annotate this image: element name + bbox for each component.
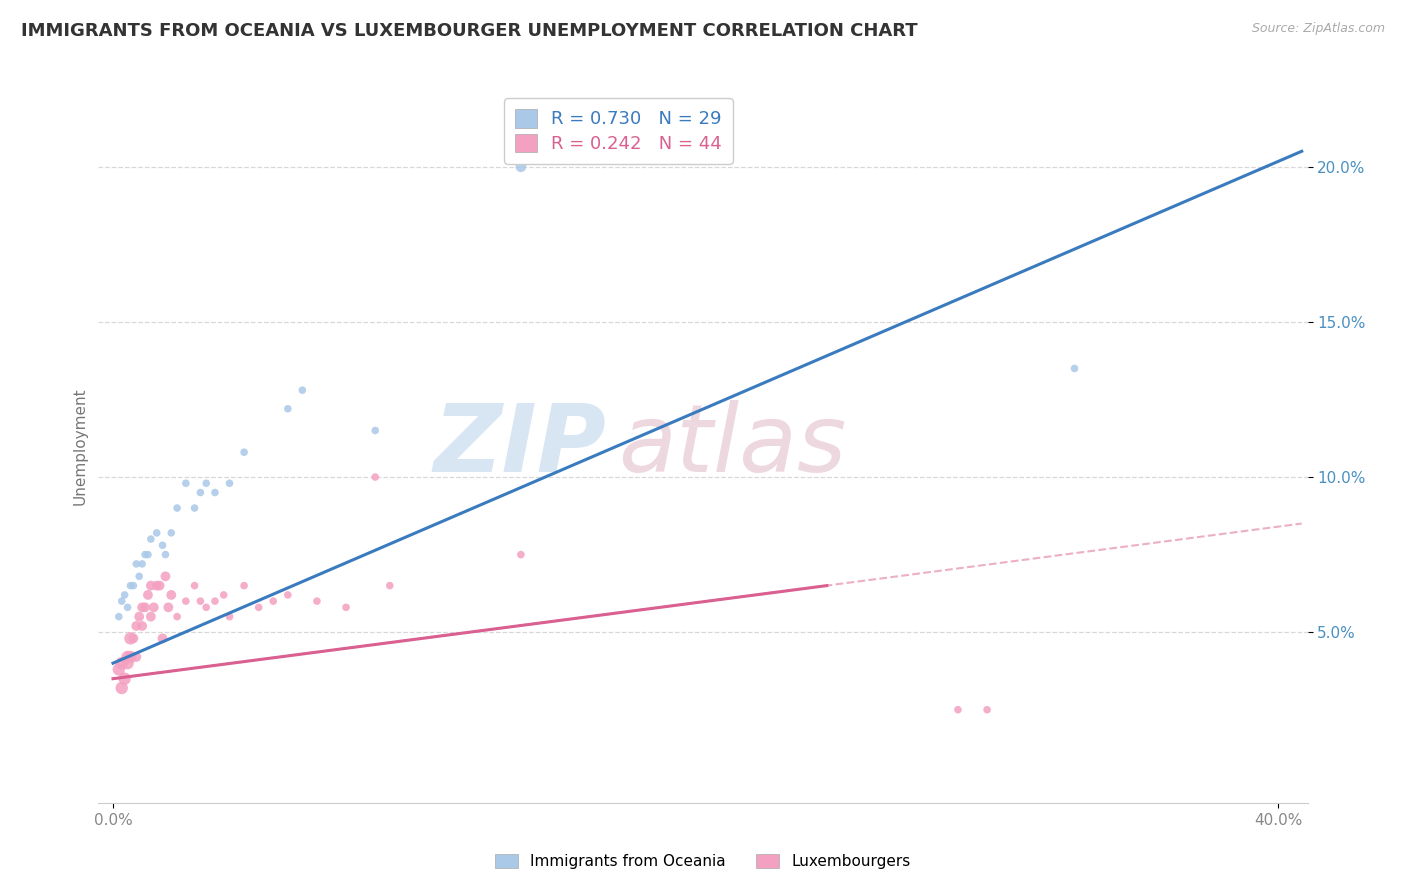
Point [122, 579, 145, 593]
Point [120, 579, 142, 593]
Point [166, 501, 188, 516]
Point [125, 557, 148, 571]
Point [117, 650, 139, 665]
Point [157, 600, 180, 615]
Point [291, 383, 314, 397]
Point [111, 594, 134, 608]
Point [976, 703, 998, 717]
Point [131, 619, 153, 633]
Point [139, 532, 162, 546]
Point [378, 579, 401, 593]
Y-axis label: Unemployment: Unemployment [72, 387, 87, 505]
Point [128, 569, 150, 583]
Point [111, 656, 134, 670]
Point [364, 424, 387, 438]
Point [134, 548, 156, 562]
Text: IMMIGRANTS FROM OCEANIA VS LUXEMBOURGER UNEMPLOYMENT CORRELATION CHART: IMMIGRANTS FROM OCEANIA VS LUXEMBOURGER … [21, 22, 918, 40]
Legend: Immigrants from Oceania, Luxembourgers: Immigrants from Oceania, Luxembourgers [489, 848, 917, 875]
Point [262, 594, 284, 608]
Point [155, 569, 177, 583]
Point [277, 588, 299, 602]
Point [212, 588, 235, 602]
Point [218, 476, 240, 491]
Point [155, 548, 177, 562]
Point [166, 609, 188, 624]
Point [108, 609, 131, 624]
Point [183, 501, 205, 516]
Point [277, 401, 299, 416]
Legend: R = 0.730   N = 29, R = 0.242   N = 44: R = 0.730 N = 29, R = 0.242 N = 44 [505, 98, 733, 164]
Point [128, 609, 150, 624]
Point [145, 579, 167, 593]
Point [131, 557, 153, 571]
Point [160, 525, 183, 540]
Point [305, 594, 328, 608]
Point [364, 470, 387, 484]
Point [174, 476, 197, 491]
Point [114, 588, 136, 602]
Point [122, 632, 145, 646]
Point [114, 672, 136, 686]
Point [204, 594, 226, 608]
Point [195, 476, 218, 491]
Point [120, 632, 142, 646]
Point [149, 579, 172, 593]
Text: ZIP: ZIP [433, 400, 606, 492]
Point [131, 600, 153, 615]
Point [218, 609, 240, 624]
Point [136, 548, 159, 562]
Point [183, 579, 205, 593]
Point [136, 588, 159, 602]
Point [509, 548, 531, 562]
Point [117, 656, 139, 670]
Point [195, 600, 218, 615]
Point [335, 600, 357, 615]
Text: atlas: atlas [619, 401, 846, 491]
Point [117, 600, 139, 615]
Point [1063, 361, 1085, 376]
Point [152, 538, 174, 552]
Point [233, 445, 256, 459]
Point [125, 619, 148, 633]
Point [134, 600, 156, 615]
Point [120, 650, 142, 665]
Point [190, 485, 212, 500]
Point [946, 703, 969, 717]
Point [247, 600, 270, 615]
Point [174, 594, 197, 608]
Point [139, 579, 162, 593]
Point [142, 600, 165, 615]
Point [152, 632, 174, 646]
Point [233, 579, 256, 593]
Point [125, 650, 148, 665]
Point [108, 662, 131, 676]
Point [204, 485, 226, 500]
Point [190, 594, 212, 608]
Point [145, 525, 167, 540]
Point [111, 681, 134, 695]
Point [139, 609, 162, 624]
Point [160, 588, 183, 602]
Point [509, 160, 531, 174]
Text: Source: ZipAtlas.com: Source: ZipAtlas.com [1251, 22, 1385, 36]
